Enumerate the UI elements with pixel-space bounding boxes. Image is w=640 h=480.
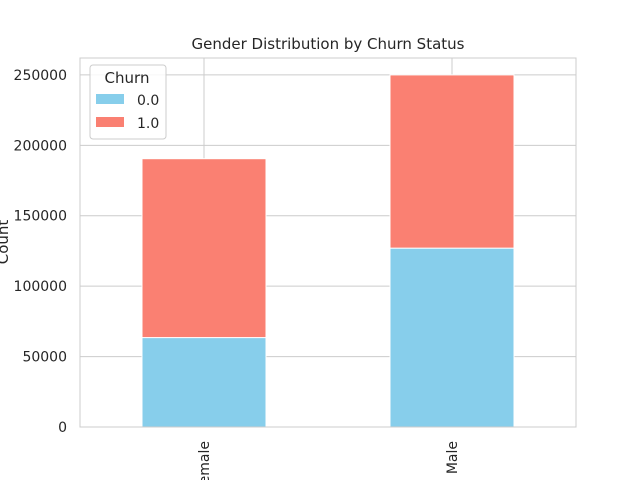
legend-title: Churn bbox=[105, 69, 150, 87]
x-tick-labels: Female Male bbox=[197, 441, 461, 480]
y-tick-label-5: 250000 bbox=[14, 68, 67, 84]
legend-swatch-0 bbox=[96, 94, 124, 104]
bar-female-churn-0 bbox=[141, 337, 267, 428]
legend-label-0: 0.0 bbox=[137, 93, 159, 109]
y-tick-label-2: 100000 bbox=[14, 279, 67, 295]
plot-frame bbox=[79, 57, 577, 428]
bar-male-churn-1 bbox=[389, 74, 515, 249]
y-tick-label-0: 0 bbox=[58, 420, 67, 436]
y-tick-label-4: 200000 bbox=[14, 138, 67, 154]
bar-male-churn-0 bbox=[389, 247, 515, 428]
y-axis-label: Count bbox=[0, 220, 12, 265]
legend-swatch-1 bbox=[96, 117, 124, 127]
chart-title: Gender Distribution by Churn Status bbox=[192, 35, 465, 53]
bars bbox=[141, 74, 515, 428]
y-tick-labels: 0 50000 100000 150000 200000 250000 bbox=[14, 68, 67, 436]
x-tick-label-male: Male bbox=[445, 441, 461, 474]
y-tick-label-3: 150000 bbox=[14, 209, 67, 225]
legend: Churn 0.0 1.0 bbox=[89, 64, 167, 140]
x-tick-label-female: Female bbox=[197, 441, 213, 480]
legend-label-1: 1.0 bbox=[137, 116, 159, 132]
y-tick-label-1: 50000 bbox=[22, 350, 67, 366]
bar-female-churn-1 bbox=[141, 158, 267, 339]
